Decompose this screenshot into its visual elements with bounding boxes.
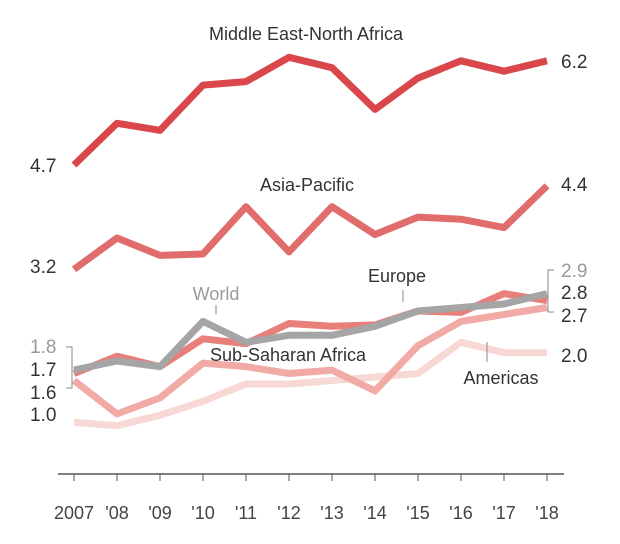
x-tick-label: '08 — [105, 503, 128, 523]
start-bracket — [66, 346, 73, 389]
series-line-sub-saharan-africa — [71, 304, 548, 418]
label-world: World — [193, 284, 240, 304]
x-tick-label: '13 — [320, 503, 343, 523]
x-tick-label: '18 — [535, 503, 558, 523]
label-europe: Europe — [368, 266, 426, 286]
start-label-europe: 1.7 — [30, 360, 56, 381]
end-label-americas: 2.0 — [561, 346, 587, 367]
label-mena: Middle East-North Africa — [209, 24, 404, 44]
end-label-mena: 6.2 — [561, 52, 587, 73]
label-americas: Americas — [463, 368, 538, 388]
series-line-asia-pacific — [71, 183, 550, 273]
label-asia: Asia-Pacific — [260, 175, 354, 195]
end-label-asia: 4.4 — [561, 175, 588, 196]
series-lines — [71, 53, 550, 430]
start-label-asia: 3.2 — [30, 257, 56, 278]
x-tick-label: '11 — [235, 503, 257, 523]
end-label-europe: 2.8 — [561, 283, 587, 304]
x-tick-label: '09 — [148, 503, 171, 523]
start-label-mena: 4.7 — [30, 156, 56, 177]
start-label-world: 1.8 — [30, 337, 56, 358]
x-tick-label: '12 — [277, 503, 300, 523]
x-tick-label: '14 — [363, 503, 386, 523]
series-line-americas — [73, 338, 547, 430]
end-bracket — [547, 269, 554, 313]
x-axis: 2007 '08 '09 '10 '11 '12 '13 '14 '15 '16 '17 '18 — [54, 473, 564, 523]
x-tick-label: 2007 — [54, 503, 94, 523]
x-tick-label: '17 — [492, 503, 515, 523]
label-ssa: Sub-Saharan Africa — [210, 345, 367, 365]
series-line-world — [73, 290, 548, 374]
x-ticks: 2007 '08 '09 '10 '11 '12 '13 '14 '15 '16 '17 '18 — [54, 474, 559, 523]
start-label-americas: 1.0 — [30, 405, 56, 426]
end-label-ssa: 2.7 — [561, 306, 587, 327]
start-label-ssa: 1.6 — [30, 383, 56, 404]
end-label-world: 2.9 — [561, 261, 587, 282]
x-tick-label: '10 — [191, 503, 214, 523]
x-tick-label: '16 — [449, 503, 472, 523]
series-line-middle-east-north-africa — [71, 53, 548, 168]
x-tick-label: '15 — [406, 503, 429, 523]
